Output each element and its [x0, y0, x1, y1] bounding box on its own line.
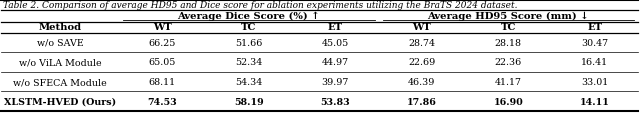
- Text: 74.53: 74.53: [147, 97, 177, 106]
- Text: 28.74: 28.74: [408, 38, 435, 47]
- Text: WT: WT: [412, 23, 431, 32]
- Text: Average HD95 Score (mm) ↓: Average HD95 Score (mm) ↓: [428, 12, 589, 21]
- Text: 68.11: 68.11: [148, 77, 176, 86]
- Text: 16.41: 16.41: [581, 58, 608, 67]
- Text: 65.05: 65.05: [148, 58, 176, 67]
- Text: 22.36: 22.36: [495, 58, 522, 67]
- Text: 51.66: 51.66: [235, 38, 262, 47]
- Text: 54.34: 54.34: [235, 77, 262, 86]
- Text: TC: TC: [500, 23, 516, 32]
- Text: 45.05: 45.05: [322, 38, 349, 47]
- Text: XLSTM-HVED (Ours): XLSTM-HVED (Ours): [4, 97, 116, 106]
- Text: 46.39: 46.39: [408, 77, 435, 86]
- Text: 16.90: 16.90: [493, 97, 523, 106]
- Text: 30.47: 30.47: [581, 38, 608, 47]
- Text: 17.86: 17.86: [407, 97, 436, 106]
- Text: TC: TC: [241, 23, 257, 32]
- Text: w/o SAVE: w/o SAVE: [36, 38, 83, 47]
- Text: 44.97: 44.97: [322, 58, 349, 67]
- Text: 28.18: 28.18: [495, 38, 522, 47]
- Text: w/o ViLA Module: w/o ViLA Module: [19, 58, 101, 67]
- Text: 53.83: 53.83: [321, 97, 350, 106]
- Text: 66.25: 66.25: [148, 38, 176, 47]
- Text: 33.01: 33.01: [581, 77, 609, 86]
- Text: Method: Method: [38, 23, 81, 32]
- Text: 58.19: 58.19: [234, 97, 264, 106]
- Text: ET: ET: [587, 23, 602, 32]
- Text: ET: ET: [328, 23, 343, 32]
- Text: Table 2. Comparison of average HD95 and Dice score for ablation experiments util: Table 2. Comparison of average HD95 and …: [3, 1, 518, 10]
- Text: 52.34: 52.34: [235, 58, 262, 67]
- Text: 39.97: 39.97: [321, 77, 349, 86]
- Text: w/o SFECA Module: w/o SFECA Module: [13, 77, 107, 86]
- Text: WT: WT: [153, 23, 172, 32]
- Text: 22.69: 22.69: [408, 58, 435, 67]
- Text: 41.17: 41.17: [495, 77, 522, 86]
- Text: 14.11: 14.11: [580, 97, 610, 106]
- Text: Average Dice Score (%) ↑: Average Dice Score (%) ↑: [177, 12, 320, 21]
